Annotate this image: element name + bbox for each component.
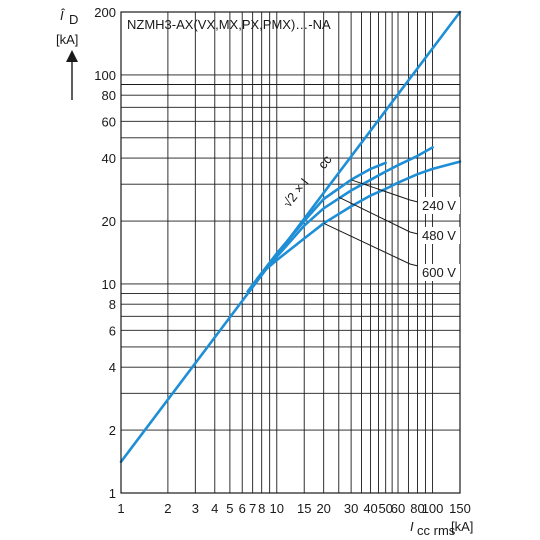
x-axis-label-sub: cc rms xyxy=(417,523,456,538)
leader-line xyxy=(338,196,419,235)
x-tick-label: 100 xyxy=(422,501,444,516)
leader-line xyxy=(323,222,419,267)
series-lines xyxy=(119,10,462,464)
y-tick-label: 1 xyxy=(109,486,116,501)
x-tick-label: 15 xyxy=(297,501,311,516)
series-label-sub: cc xyxy=(315,152,335,172)
x-tick-label: 40 xyxy=(363,501,377,516)
y-tick-label: 6 xyxy=(109,323,116,338)
y-axis-arrow-icon xyxy=(66,50,78,100)
label-background xyxy=(420,264,460,281)
y-tick-label: 10 xyxy=(102,277,116,292)
y-axis-label: Î xyxy=(60,8,66,23)
x-tick-label: 5 xyxy=(226,501,233,516)
x-tick-label: 7 xyxy=(249,501,256,516)
x-tick-label: 1 xyxy=(117,501,124,516)
x-tick-label: 80 xyxy=(410,501,424,516)
y-axis-unit: [kA] xyxy=(56,32,78,47)
chart-title: NZMH3-AX(VX,MX,PX,PMX)…-NA xyxy=(127,17,331,32)
y-tick-label: 8 xyxy=(109,297,116,312)
x-tick-label: 4 xyxy=(211,501,218,516)
label-background xyxy=(420,197,460,214)
series-line-4 xyxy=(246,160,462,293)
plot-frame xyxy=(120,11,461,494)
x-tick-label: 50 xyxy=(378,501,392,516)
y-tick-label: 60 xyxy=(102,114,116,129)
series-label-1: 240 V xyxy=(422,198,456,213)
y-tick-label: 2 xyxy=(109,423,116,438)
x-axis-label: I xyxy=(410,519,414,534)
y-tick-label: 4 xyxy=(109,360,116,375)
series-label-text: √2 × I xyxy=(280,175,312,210)
y-axis-label-sub: D xyxy=(69,12,78,27)
x-axis-unit: [kA] xyxy=(451,519,473,534)
grid xyxy=(121,12,460,493)
x-tick-label: 6 xyxy=(239,501,246,516)
x-tick-label: 10 xyxy=(270,501,284,516)
x-tick-label: 8 xyxy=(258,501,265,516)
y-tick-label: 40 xyxy=(102,151,116,166)
series-label-2: 480 V xyxy=(422,228,456,243)
x-tick-label: 60 xyxy=(391,501,405,516)
series-line-2 xyxy=(256,161,387,280)
leader-line xyxy=(350,179,419,203)
series-line-3 xyxy=(256,146,434,280)
y-tick-label: 80 xyxy=(102,88,116,103)
x-tick-label: 30 xyxy=(344,501,358,516)
x-tick-label: 150 xyxy=(449,501,471,516)
y-tick-label: 200 xyxy=(94,5,116,20)
x-tick-label: 2 xyxy=(164,501,171,516)
y-tick-label: 100 xyxy=(94,68,116,83)
label-background xyxy=(420,227,460,244)
series-label-3: 600 V xyxy=(422,265,456,280)
y-tick-label: 20 xyxy=(102,214,116,229)
x-tick-label: 20 xyxy=(316,501,330,516)
series-label-sqrt2: √2 × Icc xyxy=(280,152,335,210)
x-tick-label: 3 xyxy=(192,501,199,516)
